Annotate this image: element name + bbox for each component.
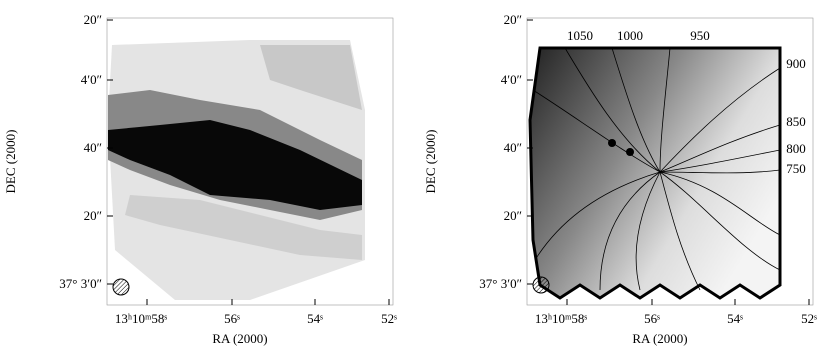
contour-label: 850 (786, 114, 806, 129)
x-axis-label: RA (2000) (212, 331, 267, 346)
x-tick-label: 56ˢ (644, 311, 660, 326)
y-tick-label: 40″ (84, 140, 102, 155)
frame (106, 17, 394, 306)
y-tick-label: 40″ (504, 140, 522, 155)
contour-label: 900 (786, 56, 806, 71)
contours (532, 47, 781, 291)
x-tick-label: 52ˢ (801, 311, 817, 326)
beam (112, 278, 130, 296)
beam (532, 276, 550, 294)
y-tick-label: 20″ (84, 208, 102, 223)
x-tick-label: 13ʰ10ᵐ58ˢ (535, 311, 588, 326)
y-axis-label: DEC (2000) (3, 130, 18, 194)
y-tick-label: 4′0″ (501, 72, 522, 87)
x-tick-label: 13ʰ10ᵐ58ˢ (115, 311, 168, 326)
x-axis-label: RA (2000) (632, 331, 687, 346)
x-tick-label: 56ˢ (224, 311, 240, 326)
dot (626, 148, 634, 156)
frame (526, 17, 814, 306)
map-patch (260, 45, 362, 110)
y-tick-label: 4′0″ (81, 72, 102, 87)
y-tick-label: 20″ (84, 12, 102, 27)
x-tick-label: 54ˢ (727, 311, 743, 326)
intensity-map (108, 40, 365, 300)
map-lower (125, 195, 362, 260)
x-tick-label: 54ˢ (307, 311, 323, 326)
y-tick-label: 20″ (504, 208, 522, 223)
contour-label: 1050 (567, 28, 593, 43)
contour-label: 1000 (617, 28, 643, 43)
y-tick-label: 20″ (504, 12, 522, 27)
contour-label: 950 (690, 28, 710, 43)
dot (608, 139, 616, 147)
map-core (108, 120, 362, 210)
contour-label: 800 (786, 141, 806, 156)
velocity-map (528, 46, 782, 300)
y-tick-label: 37° 3′0″ (479, 276, 522, 291)
contour-label: 750 (786, 161, 806, 176)
y-tick-label: 37° 3′0″ (59, 276, 102, 291)
x-tick-label: 52ˢ (381, 311, 397, 326)
y-axis-label: DEC (2000) (423, 130, 438, 194)
